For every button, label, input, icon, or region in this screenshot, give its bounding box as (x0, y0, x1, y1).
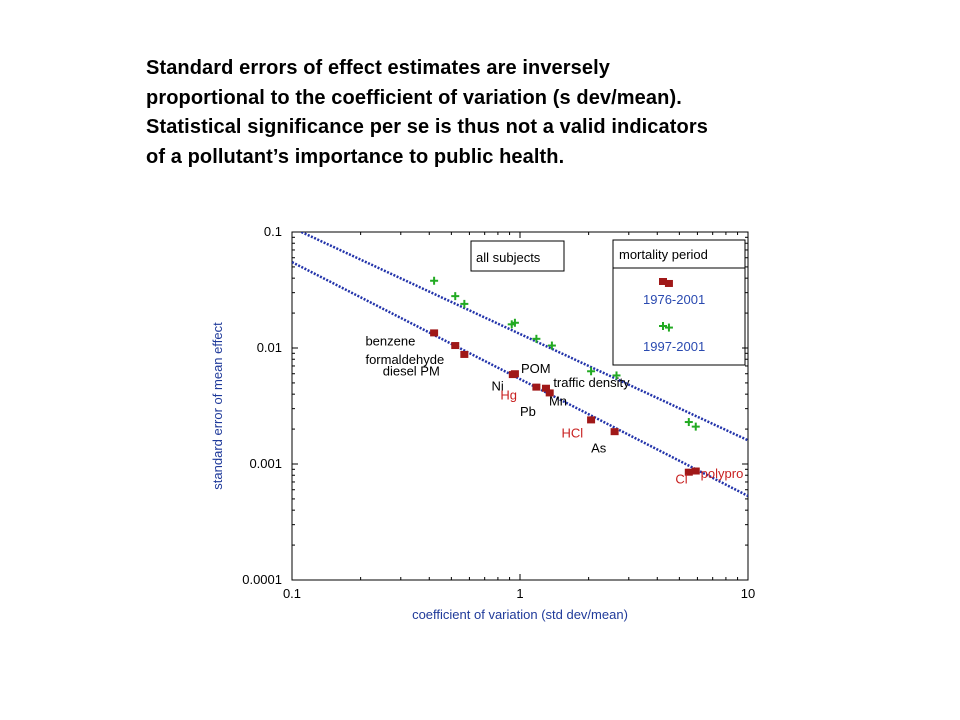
point-label: As (591, 440, 607, 455)
point-1976-2001 (684, 468, 693, 476)
data-points (430, 276, 700, 476)
fit-line (292, 261, 748, 498)
legend: mortality period 1976-2001 1997-2001 (612, 239, 746, 366)
y-tick-label: 0.001 (249, 456, 282, 471)
point-1997-2001 (587, 367, 596, 376)
y-tick-label: 0.0001 (242, 572, 282, 587)
annotation-box (470, 240, 565, 272)
y-tick-label: 0.01 (257, 340, 282, 355)
point-label: Hg (500, 387, 517, 402)
heading-line-3: Statistical significance per se is thus … (146, 116, 708, 138)
point-label: HCl (561, 425, 583, 440)
point-1976-2001 (430, 329, 439, 337)
legend-marker-1976 (659, 278, 667, 285)
point-1976-2001 (664, 279, 673, 287)
point-1976-2001 (610, 428, 619, 436)
point-1976-2001 (451, 342, 460, 350)
point-1997-2001 (532, 334, 541, 343)
point-1997-2001 (612, 371, 621, 380)
point-1976-2001 (532, 383, 541, 391)
point-label: Ni (492, 379, 504, 394)
point-1976-2001 (587, 416, 596, 424)
point-1997-2001 (691, 422, 700, 431)
x-tick-label: 10 (741, 586, 755, 601)
fit-line (300, 232, 748, 442)
fit-lines (292, 232, 748, 498)
point-1997-2001 (510, 318, 519, 327)
point-label: Cl (675, 471, 687, 486)
x-tick-label: 0.1 (283, 586, 301, 601)
legend-marker-1997 (659, 322, 667, 330)
point-1997-2001 (684, 418, 693, 427)
heading-line-1: Standard errors of effect estimates are … (146, 57, 610, 79)
point-1997-2001 (451, 292, 460, 301)
legend-box (612, 239, 746, 366)
point-1976-2001 (691, 467, 700, 475)
point-label: Pb (520, 404, 536, 419)
legend-entry-1976: 1976-2001 (643, 292, 705, 307)
point-label: benzene (365, 334, 415, 349)
point-1976-2001 (541, 384, 550, 392)
point-label: POM (521, 361, 551, 376)
x-axis-label: coefficient of variation (std dev/mean) (412, 607, 628, 622)
legend-entry-1997: 1997-2001 (643, 339, 705, 354)
heading-line-4: of a pollutant’s importance to public he… (146, 145, 565, 168)
point-1997-2001 (430, 276, 439, 285)
point-1997-2001 (547, 341, 556, 350)
point-label: Mn (549, 393, 567, 408)
annotation-text: all subjects (476, 250, 541, 265)
axis-ticks: 0.1 1 10 0.1 0.01 0.001 0.0001 (242, 224, 755, 601)
heading-line-2: proportional to the coefficient of varia… (146, 86, 682, 109)
y-tick-label: 0.1 (264, 224, 282, 239)
point-1997-2001 (460, 299, 469, 308)
point-1976-2001 (545, 389, 554, 397)
slide-heading: Standard errors of effect estimates are … (146, 54, 846, 172)
x-tick-label: 1 (516, 586, 523, 601)
point-label: polypro (701, 466, 744, 481)
y-axis-label: standard error of mean effect (210, 322, 225, 490)
point-label: diesel PM (383, 363, 440, 378)
point-1976-2001 (460, 350, 469, 358)
point-1976-2001 (510, 370, 519, 378)
point-label: traffic density (553, 375, 630, 390)
legend-title: mortality period (619, 247, 708, 262)
point-label: formaldehyde (365, 352, 444, 367)
point-1997-2001 (664, 323, 673, 332)
